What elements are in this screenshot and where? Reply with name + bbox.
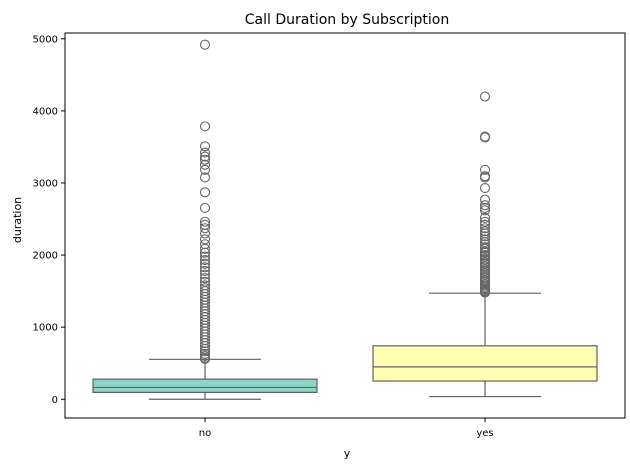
outlier-point xyxy=(199,269,211,280)
outlier-point xyxy=(199,255,211,266)
outlier-point xyxy=(479,205,491,216)
outlier-point xyxy=(199,262,211,273)
y-tick-label: 3000 xyxy=(33,178,58,189)
y-tick-label: 4000 xyxy=(33,106,58,117)
outlier-point xyxy=(479,132,491,143)
y-tick-label: 2000 xyxy=(33,251,58,262)
outlier-point xyxy=(479,231,491,242)
outlier-point xyxy=(199,239,211,250)
outlier-point xyxy=(199,216,211,227)
outlier-point xyxy=(199,223,211,234)
outlier-point xyxy=(199,187,211,198)
outlier-point xyxy=(199,164,211,175)
outlier-point xyxy=(199,247,211,258)
outlier-point xyxy=(199,141,211,152)
outlier-point xyxy=(199,172,211,183)
box-group-no xyxy=(92,39,318,400)
box-group-yes xyxy=(372,91,598,398)
outlier-point xyxy=(199,346,211,357)
outlier-point xyxy=(199,151,211,162)
outlier-point xyxy=(479,183,491,194)
chart-title: Call Duration by Subscription xyxy=(245,12,449,28)
outlier-point xyxy=(479,243,491,254)
y-tick-label: 5000 xyxy=(33,34,58,45)
outlier-point xyxy=(479,91,491,102)
outlier-point xyxy=(199,273,211,284)
outlier-point xyxy=(199,337,211,349)
plot-frame xyxy=(64,32,626,419)
y-axis: 0 1000 2000 3000 4000 5000 xyxy=(33,34,65,406)
outlier-point xyxy=(199,258,211,269)
outlier-point xyxy=(199,159,211,170)
outlier-point xyxy=(479,202,491,214)
outlier-point xyxy=(479,287,491,298)
outlier-point xyxy=(199,340,211,351)
outlier-point xyxy=(199,202,211,214)
outlier-point xyxy=(479,223,491,234)
outlier-point xyxy=(479,164,491,175)
outlier-point xyxy=(479,239,491,250)
x-tick-label: yes xyxy=(476,428,493,439)
outlier-point xyxy=(199,265,211,276)
iqr-box xyxy=(92,378,318,394)
outlier-point xyxy=(479,172,491,183)
iqr-box xyxy=(372,345,598,382)
y-tick-label: 1000 xyxy=(33,323,58,334)
outlier-point xyxy=(199,147,211,158)
outlier-point xyxy=(479,194,491,205)
y-tick-label: 0 xyxy=(52,395,58,406)
outlier-point xyxy=(199,154,211,165)
outlier-point xyxy=(199,353,211,364)
outlier-point xyxy=(199,228,211,239)
outlier-point xyxy=(199,243,211,254)
y-axis-label: duration xyxy=(11,197,24,243)
outlier-point xyxy=(199,39,211,50)
x-axis-label: y xyxy=(344,447,351,460)
outlier-point xyxy=(199,251,211,262)
outlier-point xyxy=(479,247,491,258)
x-axis: no yes xyxy=(199,418,494,439)
outlier-point xyxy=(479,200,491,211)
outlier-point xyxy=(199,121,211,132)
outlier-point xyxy=(479,212,491,223)
plot-area xyxy=(64,32,626,419)
x-tick-label: no xyxy=(199,428,211,439)
